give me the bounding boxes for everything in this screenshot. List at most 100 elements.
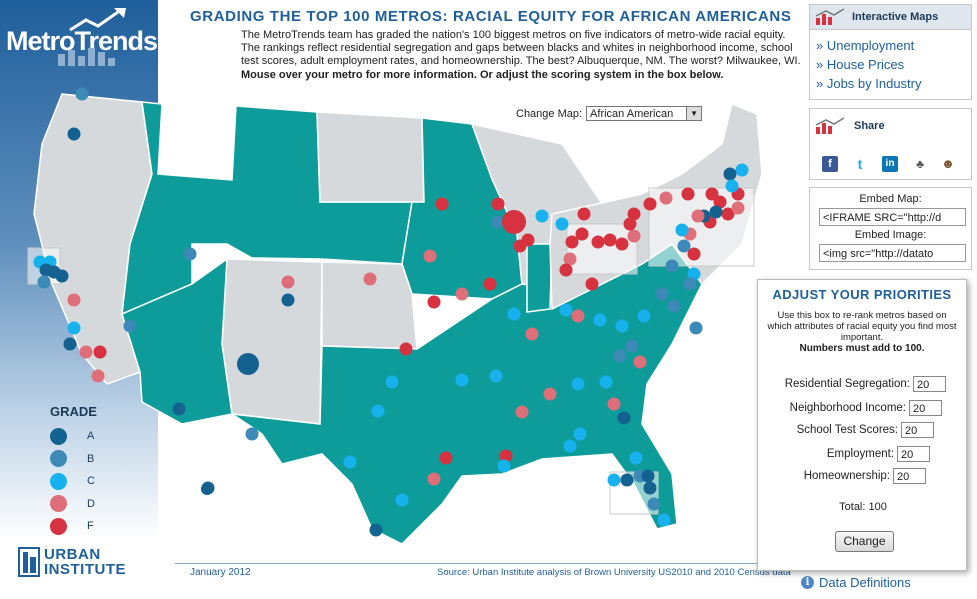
state-shape[interactable]: [221, 258, 323, 425]
metro-dot[interactable]: [281, 275, 295, 289]
metro-dot[interactable]: [641, 469, 655, 483]
metro-dot[interactable]: [593, 313, 607, 327]
metro-dot[interactable]: [543, 387, 557, 401]
metro-dot[interactable]: [535, 209, 549, 223]
metro-dot[interactable]: [603, 233, 617, 247]
metro-dot[interactable]: [665, 259, 679, 273]
metro-dot[interactable]: [655, 287, 669, 301]
metro-dot[interactable]: [677, 239, 691, 253]
metro-dot[interactable]: [563, 439, 577, 453]
facebook-icon[interactable]: f: [822, 156, 838, 172]
metro-dot[interactable]: [647, 497, 661, 511]
metro-dot[interactable]: [683, 277, 697, 291]
metro-dot[interactable]: [657, 513, 671, 527]
metro-dot[interactable]: [643, 197, 657, 211]
twitter-icon[interactable]: t: [852, 156, 868, 172]
metro-dot[interactable]: [565, 235, 579, 249]
priority-input-segregation[interactable]: 20: [913, 376, 946, 392]
metro-dot[interactable]: [585, 277, 599, 291]
metro-dot[interactable]: [183, 247, 197, 261]
metro-dot[interactable]: [615, 319, 629, 333]
metro-dot[interactable]: [633, 355, 647, 369]
metro-dot[interactable]: [427, 472, 441, 486]
metro-dot[interactable]: [607, 397, 621, 411]
metro-dot[interactable]: [571, 377, 585, 391]
metro-dot[interactable]: [67, 127, 81, 141]
state-shape[interactable]: [121, 101, 413, 316]
metrotrends-logo[interactable]: MetroTrends: [6, 26, 158, 56]
state-shape[interactable]: [321, 261, 418, 350]
metro-dot[interactable]: [385, 375, 399, 389]
metro-dot[interactable]: [427, 295, 441, 309]
metro-dot[interactable]: [559, 303, 573, 317]
metro-dot[interactable]: [617, 411, 631, 425]
metro-dot[interactable]: [525, 327, 539, 341]
metro-dot[interactable]: [723, 167, 737, 181]
metro-dot[interactable]: [613, 349, 627, 363]
metro-dot[interactable]: [435, 197, 449, 211]
metro-dot[interactable]: [455, 373, 469, 387]
metro-dot[interactable]: [625, 339, 639, 353]
metro-dot[interactable]: [515, 405, 529, 419]
metro-dot[interactable]: [491, 215, 505, 229]
metro-dot[interactable]: [343, 455, 357, 469]
metro-dot[interactable]: [67, 321, 81, 335]
link-house-prices[interactable]: » House Prices: [816, 57, 905, 72]
metro-dot[interactable]: [575, 227, 589, 241]
metro-dot[interactable]: [721, 207, 735, 221]
metro-dot[interactable]: [681, 187, 695, 201]
metro-dot[interactable]: [735, 163, 749, 177]
metro-dot[interactable]: [91, 369, 105, 383]
data-definitions-link[interactable]: i Data Definitions: [801, 575, 911, 590]
metro-dot[interactable]: [371, 404, 385, 418]
priority-input-employment[interactable]: 20: [897, 446, 930, 462]
metro-dot[interactable]: [63, 337, 77, 351]
metro-dot[interactable]: [123, 319, 137, 333]
metro-dot[interactable]: [237, 353, 259, 375]
metro-dot[interactable]: [705, 187, 719, 201]
metro-dot[interactable]: [725, 179, 739, 193]
metro-dot[interactable]: [675, 223, 689, 237]
metro-dot[interactable]: [637, 309, 651, 323]
metro-dot[interactable]: [623, 217, 637, 231]
urban-institute-logo[interactable]: URBAN INSTITUTE: [18, 547, 126, 577]
metro-dot[interactable]: [39, 263, 53, 277]
metro-dot[interactable]: [491, 197, 505, 211]
metro-dot[interactable]: [507, 307, 521, 321]
metro-dot[interactable]: [499, 449, 513, 463]
embed-map-code[interactable]: <IFRAME SRC="http://d: [819, 208, 966, 226]
metro-dot[interactable]: [643, 481, 657, 495]
metro-dot[interactable]: [731, 201, 745, 215]
priority-input-homeownership[interactable]: 20: [893, 468, 926, 484]
metro-dot[interactable]: [607, 473, 621, 487]
us-map[interactable]: [22, 84, 782, 564]
priority-input-income[interactable]: 20: [909, 400, 942, 416]
metro-dot[interactable]: [67, 293, 81, 307]
state-shape[interactable]: [316, 111, 425, 203]
metro-dot[interactable]: [691, 209, 705, 223]
priority-input-test-scores[interactable]: 20: [901, 422, 934, 438]
state-shape[interactable]: [231, 242, 703, 545]
metro-dot[interactable]: [93, 345, 107, 359]
metro-dot[interactable]: [55, 269, 69, 283]
metro-dot[interactable]: [369, 523, 383, 537]
metro-dot[interactable]: [577, 207, 591, 221]
metro-dot[interactable]: [627, 207, 641, 221]
change-map-select[interactable]: African American ▼: [586, 106, 703, 121]
metro-dot[interactable]: [620, 473, 634, 487]
metro-dot[interactable]: [573, 427, 587, 441]
metro-dot[interactable]: [245, 427, 259, 441]
metro-dot[interactable]: [555, 217, 569, 231]
metro-dot[interactable]: [629, 451, 643, 465]
linkedin-icon[interactable]: in: [882, 156, 898, 172]
digg-icon[interactable]: ☻: [940, 156, 956, 172]
embed-image-code[interactable]: <img src="http://datato: [819, 244, 966, 262]
metro-dot[interactable]: [399, 342, 413, 356]
metro-dot[interactable]: [591, 235, 605, 249]
metro-dot[interactable]: [627, 229, 641, 243]
metro-dot[interactable]: [281, 293, 295, 307]
metro-dot[interactable]: [497, 459, 511, 473]
change-button[interactable]: Change: [835, 531, 894, 552]
metro-dot[interactable]: [687, 267, 701, 281]
metro-dot[interactable]: [455, 287, 469, 301]
